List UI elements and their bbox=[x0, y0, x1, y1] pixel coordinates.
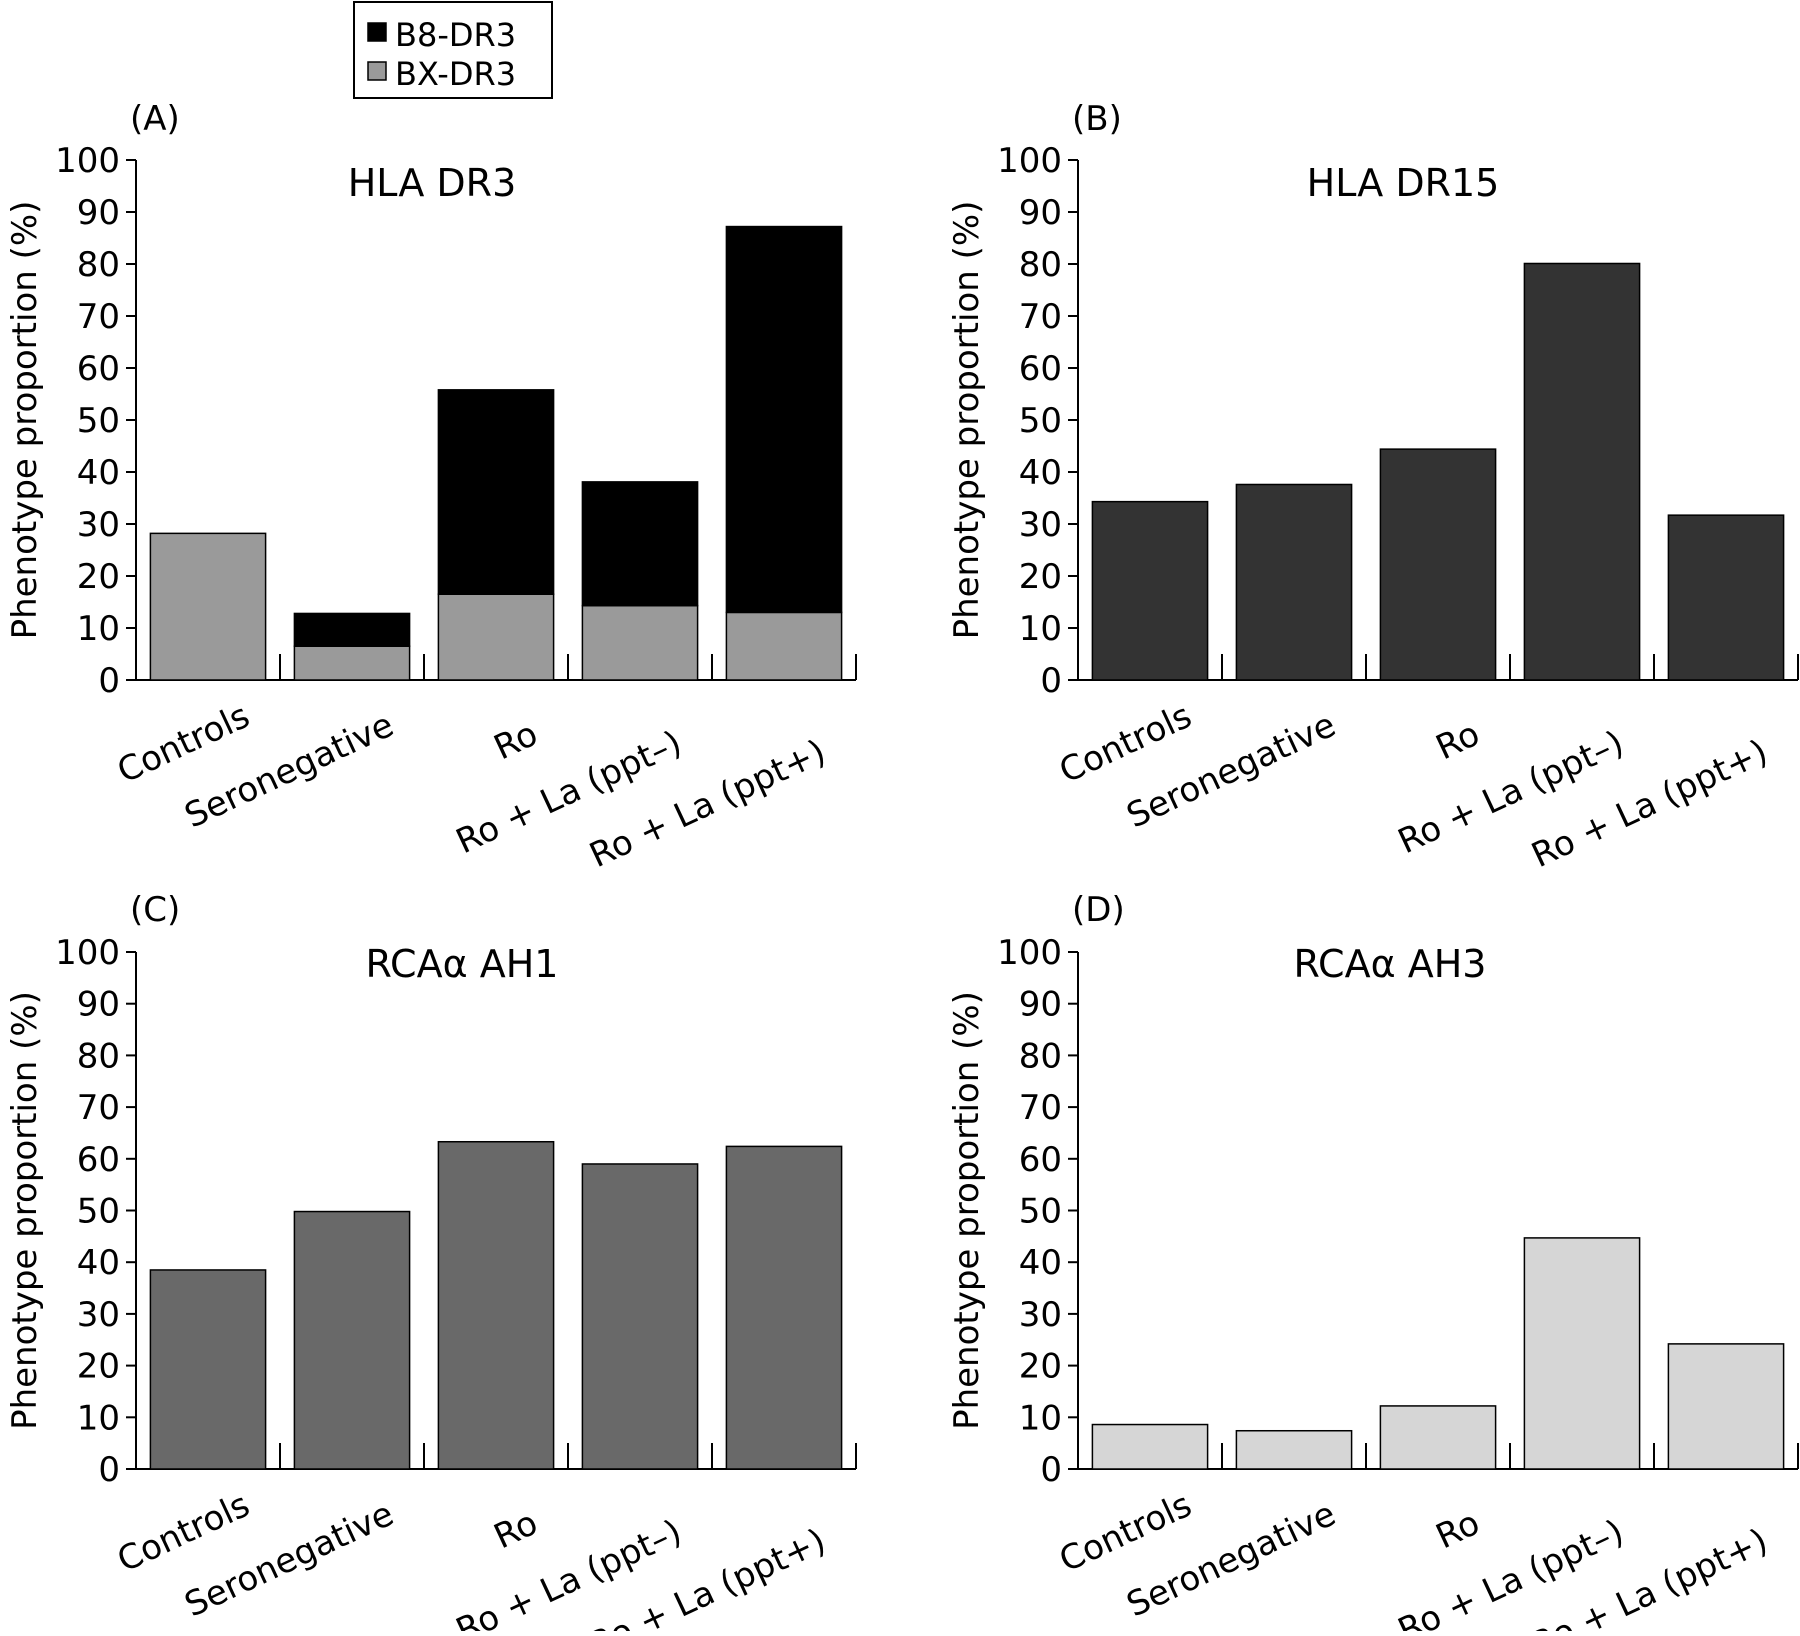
y-tick-label: 90 bbox=[1019, 985, 1062, 1025]
panel-title: RCAα AH1 bbox=[366, 942, 559, 986]
bar-ro-la-ppt-bx-dr3 bbox=[725, 611, 843, 681]
y-tick-label: 80 bbox=[77, 1036, 120, 1076]
category-label-ro: Ro bbox=[1430, 714, 1486, 768]
bar-ro-la-ppt bbox=[1523, 262, 1641, 681]
bar-seronegative bbox=[1235, 483, 1353, 681]
y-tick-label: 50 bbox=[77, 1192, 120, 1232]
chart-panel-2: (B) HLA DR15 Phenotype proportion (%) 0 10 20… bbox=[947, 99, 1799, 876]
category-label-ro: Ro bbox=[1430, 1503, 1486, 1557]
bar-controls bbox=[149, 1269, 267, 1470]
category-label-ro: Ro bbox=[488, 1503, 544, 1557]
bar-ro bbox=[1379, 448, 1497, 681]
legend-swatch-b8-dr3 bbox=[367, 22, 387, 42]
bar-seronegative bbox=[1235, 1429, 1353, 1470]
y-tick-label: 0 bbox=[1040, 1450, 1062, 1490]
panel-title: HLA DR15 bbox=[1307, 161, 1500, 205]
bar-ro-la-ppt-bx-dr3 bbox=[581, 604, 699, 681]
y-tick-label: 20 bbox=[77, 557, 120, 597]
bar-seronegative-b8-dr3 bbox=[293, 612, 411, 647]
y-tick-label: 30 bbox=[1019, 505, 1062, 545]
y-tick-label: 0 bbox=[98, 1450, 120, 1490]
bar-ro-la-ppt bbox=[725, 1145, 843, 1470]
y-tick-label: 70 bbox=[1019, 1088, 1062, 1128]
bar-ro-la-ppt bbox=[581, 1163, 699, 1470]
legend-label-b8-dr3: B8-DR3 bbox=[395, 16, 516, 54]
y-axis-label: Phenotype proportion (%) bbox=[947, 201, 987, 640]
category-label-ro: Ro bbox=[488, 714, 544, 768]
bar-ro-la-ppt bbox=[1667, 514, 1785, 681]
y-tick-label: 100 bbox=[55, 933, 120, 973]
bar-seronegative-bx-dr3 bbox=[293, 645, 411, 681]
chart-panel-1: (A) HLA DR3 Phenotype proportion (%) 0 10 20 3… bbox=[5, 99, 857, 876]
y-tick-label: 0 bbox=[1040, 661, 1062, 701]
y-tick-label: 40 bbox=[1019, 453, 1062, 493]
y-tick-label: 70 bbox=[1019, 297, 1062, 337]
y-tick-label: 20 bbox=[77, 1347, 120, 1387]
legend-label-bx-dr3: BX-DR3 bbox=[395, 55, 516, 93]
y-tick-label: 50 bbox=[77, 401, 120, 441]
bar-seronegative bbox=[293, 1210, 411, 1470]
bar-ro-la-ppt-b8-dr3 bbox=[725, 225, 843, 614]
legend-box bbox=[353, 1, 553, 99]
y-tick-label: 90 bbox=[77, 985, 120, 1025]
bar-ro-bx-dr3 bbox=[437, 593, 555, 681]
y-tick-label: 100 bbox=[997, 141, 1062, 181]
bar-ro-b8-dr3 bbox=[437, 389, 555, 595]
bar-ro-la-ppt-b8-dr3 bbox=[581, 481, 699, 607]
panel-letter: (B) bbox=[1072, 99, 1122, 139]
y-axis-label: Phenotype proportion (%) bbox=[5, 201, 45, 640]
y-tick-label: 60 bbox=[77, 1140, 120, 1180]
y-tick-label: 100 bbox=[997, 933, 1062, 973]
y-tick-label: 10 bbox=[1019, 1398, 1062, 1438]
bar-controls-bx-dr3 bbox=[149, 532, 267, 681]
y-axis-label: Phenotype proportion (%) bbox=[5, 991, 45, 1430]
legend: B8-DR3 BX-DR3 bbox=[353, 1, 553, 99]
y-tick-label: 40 bbox=[77, 453, 120, 493]
bar-controls bbox=[1091, 500, 1209, 681]
y-tick-label: 30 bbox=[77, 1295, 120, 1335]
y-tick-label: 20 bbox=[1019, 1347, 1062, 1387]
y-tick-label: 60 bbox=[77, 349, 120, 389]
y-tick-label: 60 bbox=[1019, 1140, 1062, 1180]
y-tick-label: 0 bbox=[98, 661, 120, 701]
y-tick-label: 80 bbox=[1019, 1036, 1062, 1076]
chart-panel-4: (D) RCAα AH3 Phenotype proportion (%) 0 10 20… bbox=[947, 890, 1799, 1636]
y-axis-label: Phenotype proportion (%) bbox=[947, 991, 987, 1430]
bar-ro bbox=[1379, 1405, 1497, 1470]
y-tick-label: 70 bbox=[77, 1088, 120, 1128]
y-tick-label: 80 bbox=[1019, 245, 1062, 285]
bar-controls bbox=[1091, 1423, 1209, 1470]
panel-letter: (A) bbox=[130, 99, 180, 139]
bar-ro bbox=[437, 1140, 555, 1470]
y-tick-label: 90 bbox=[1019, 193, 1062, 233]
y-tick-label: 70 bbox=[77, 297, 120, 337]
chart-panel-3: (C) RCAα AH1 Phenotype proportion (%) 0 10 20… bbox=[5, 890, 857, 1636]
y-tick-label: 40 bbox=[1019, 1243, 1062, 1283]
panel-title: RCAα AH3 bbox=[1294, 942, 1487, 986]
panel-title: HLA DR3 bbox=[348, 161, 517, 205]
y-tick-label: 40 bbox=[77, 1243, 120, 1283]
y-tick-label: 30 bbox=[77, 505, 120, 545]
y-tick-label: 80 bbox=[77, 245, 120, 285]
panel-letter: (C) bbox=[130, 890, 180, 930]
y-tick-label: 50 bbox=[1019, 1192, 1062, 1232]
panel-letter: (D) bbox=[1072, 890, 1125, 930]
y-tick-label: 20 bbox=[1019, 557, 1062, 597]
y-tick-label: 10 bbox=[77, 1398, 120, 1438]
legend-swatch-bx-dr3 bbox=[367, 61, 387, 81]
y-tick-label: 60 bbox=[1019, 349, 1062, 389]
y-tick-label: 90 bbox=[77, 193, 120, 233]
bar-ro-la-ppt bbox=[1667, 1343, 1785, 1470]
y-tick-label: 10 bbox=[1019, 609, 1062, 649]
y-tick-label: 10 bbox=[77, 609, 120, 649]
bar-ro-la-ppt bbox=[1523, 1237, 1641, 1470]
y-tick-label: 100 bbox=[55, 141, 120, 181]
y-tick-label: 30 bbox=[1019, 1295, 1062, 1335]
y-tick-label: 50 bbox=[1019, 401, 1062, 441]
